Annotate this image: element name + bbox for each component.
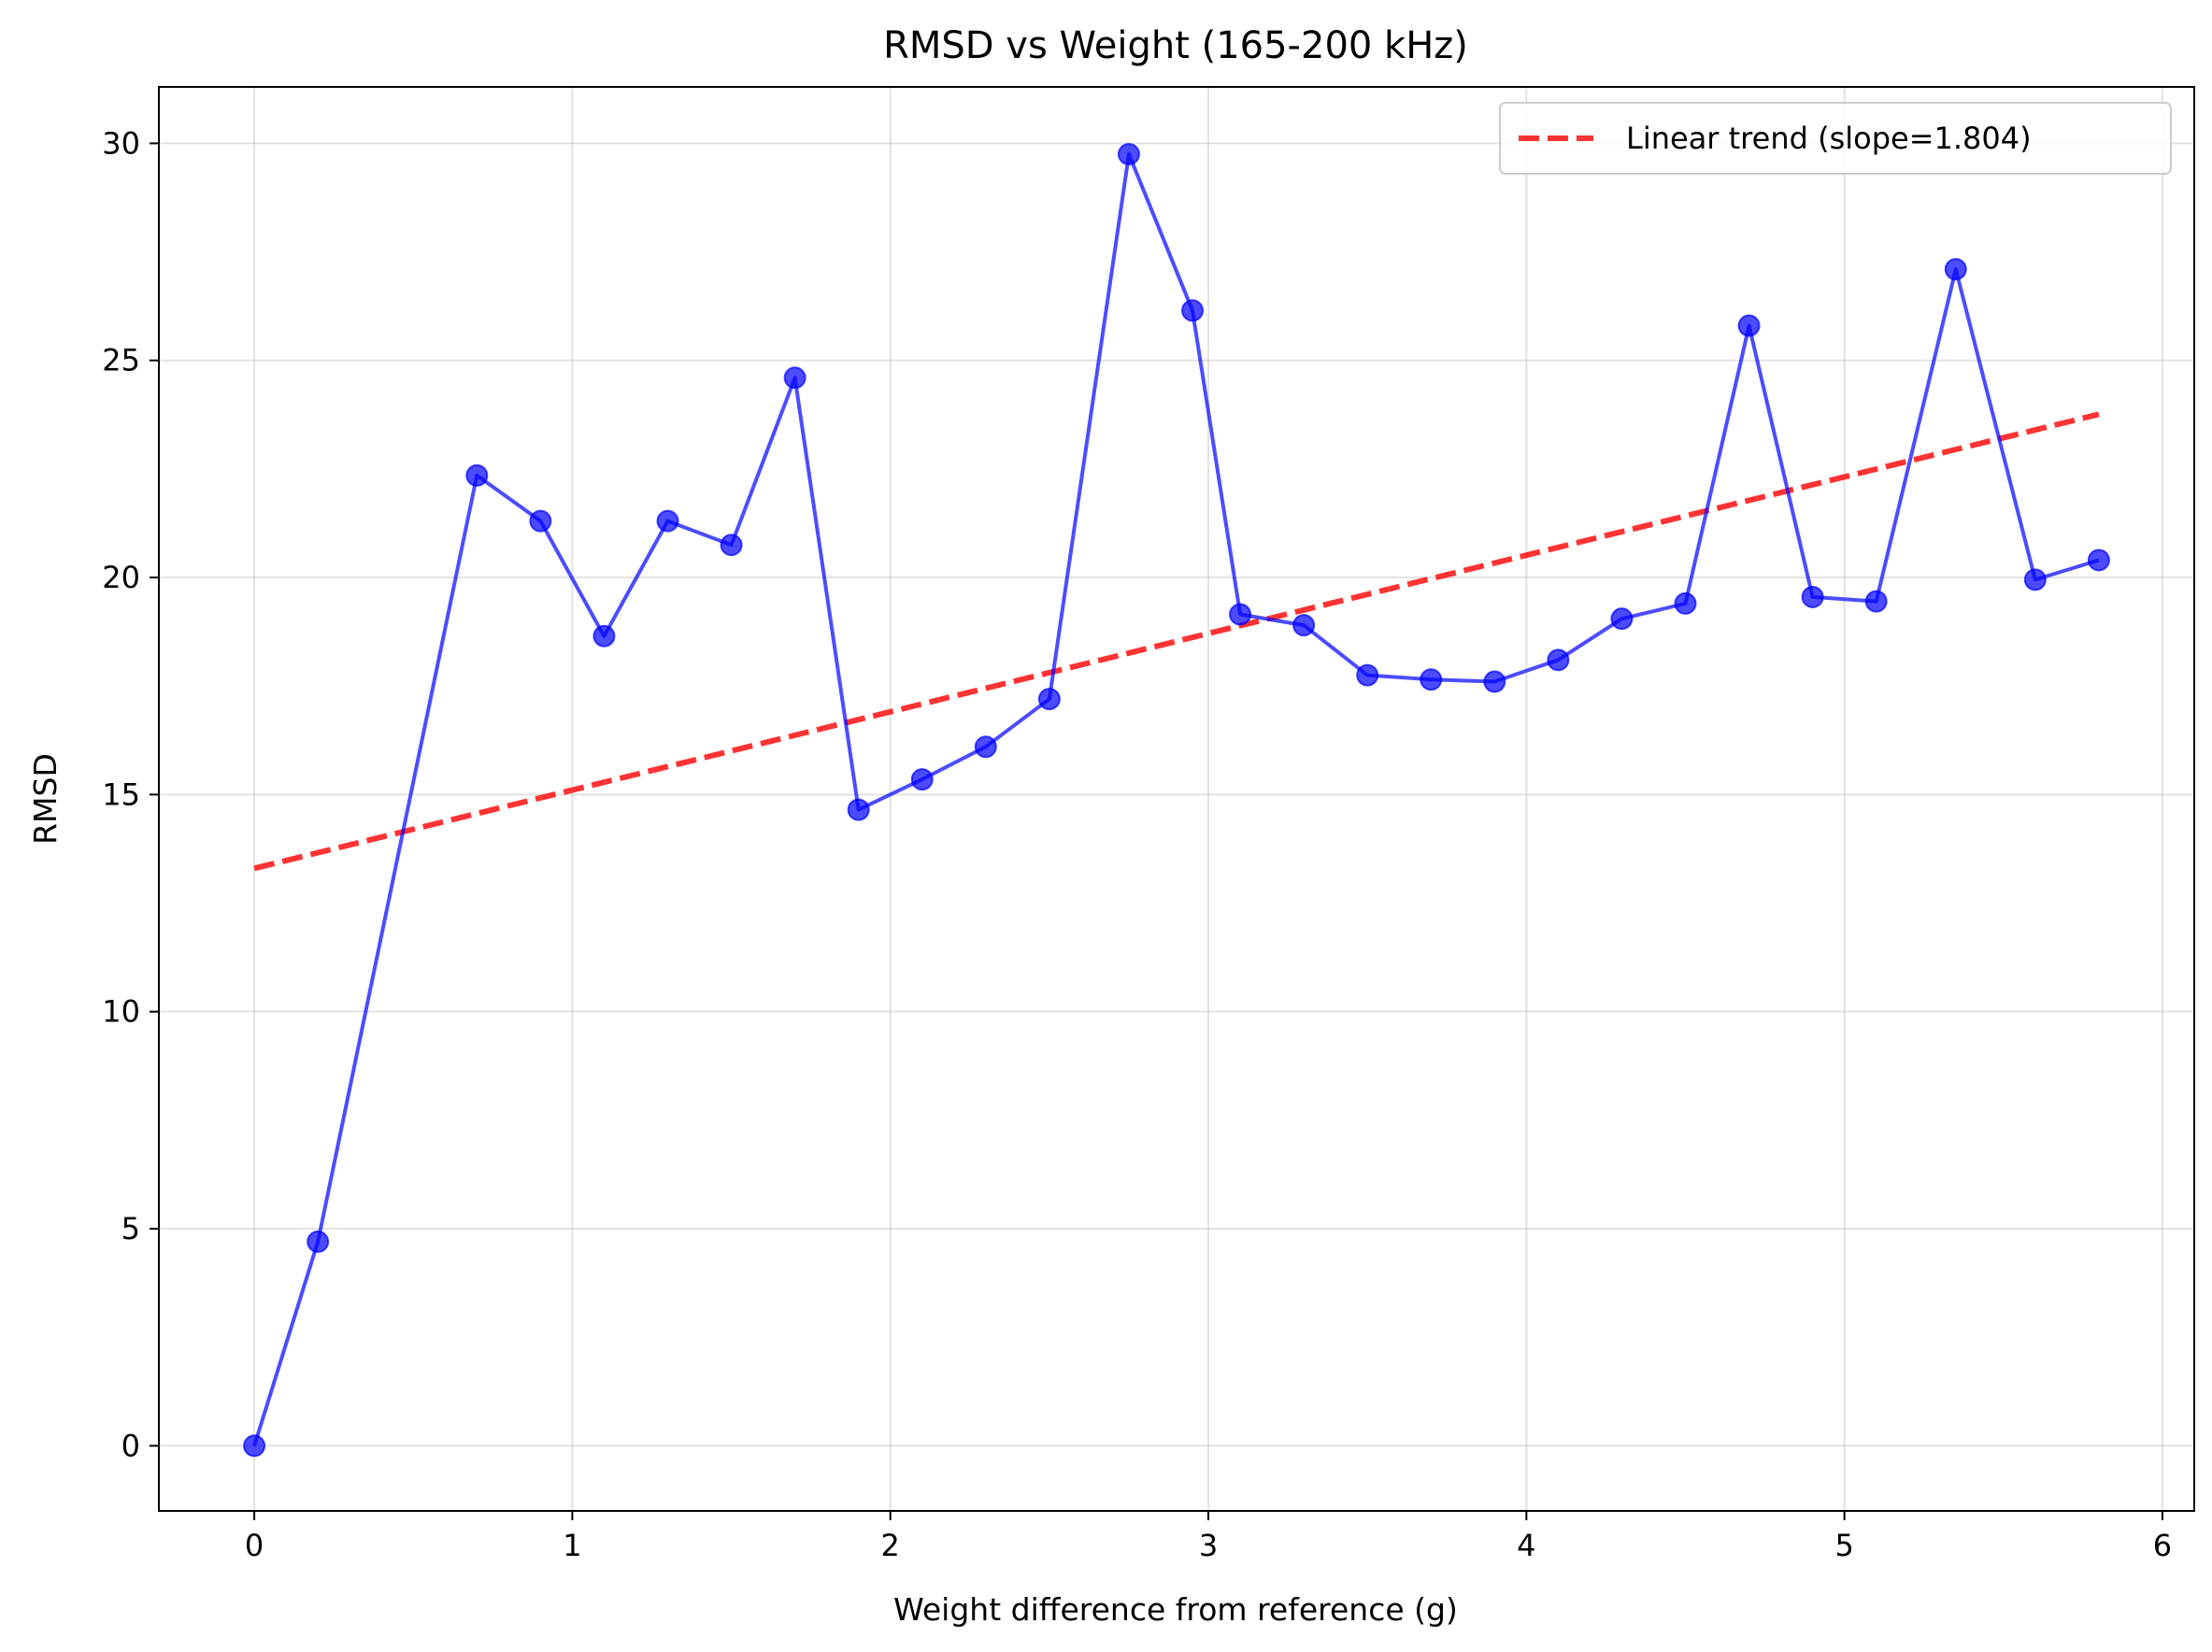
y-tick-label: 30 [102,125,140,161]
legend-box [1499,102,2172,175]
x-tick-label: 6 [2153,1528,2172,1563]
x-tick-label: 5 [1834,1528,1853,1563]
data-point [243,1434,266,1458]
x-tick-label: 1 [563,1528,581,1563]
data-point [656,509,679,533]
legend: Linear trend (slope=1.804) [1499,102,2172,175]
data-point [974,735,997,759]
x-tick-label: 0 [245,1528,264,1563]
data-point [1547,648,1570,672]
data-point [1944,258,1967,281]
data-point [1610,607,1634,631]
x-tick-label: 3 [1199,1528,1218,1563]
data-point [1674,591,1697,615]
grid [159,87,2194,1511]
data-point [592,624,616,648]
data-point [1356,663,1379,687]
series-line [252,152,2100,1446]
y-tick-label: 25 [102,343,140,378]
data-point [1483,670,1506,693]
series-layer [243,143,2110,1458]
data-point [1864,590,1888,613]
y-axis-ticks: 0 5 10 15 20 25 30 [102,125,159,1463]
data-point [465,463,489,487]
trend-line [253,411,2100,872]
y-tick-label: 15 [102,776,140,812]
data-point [1801,585,1824,608]
plot-frame [158,86,2195,1512]
data-point [1037,688,1061,711]
y-tick-label: 5 [121,1211,140,1246]
x-axis-label: Weight difference from reference (g) [893,1591,1458,1628]
x-axis-ticks: 0 1 2 3 4 5 6 [245,1511,2172,1563]
data-point [1737,314,1761,337]
data-point [307,1230,330,1253]
y-tick-label: 0 [121,1428,140,1463]
x-tick-label: 2 [881,1528,900,1563]
data-point [1229,603,1252,626]
data-point [529,509,552,533]
data-point [1292,614,1316,637]
data-point [783,366,806,390]
data-point [1420,668,1443,691]
data-point [1117,143,1140,166]
y-axis-label: RMSD [27,753,64,845]
data-point [910,768,934,791]
legend-trend-label: Linear trend (slope=1.804) [1626,121,2032,156]
x-tick-label: 4 [1517,1528,1535,1563]
chart-title: RMSD vs Weight (165-200 kHz) [883,24,1468,67]
data-point [1181,299,1205,322]
y-tick-label: 10 [102,994,140,1030]
trend-layer [253,411,2100,872]
data-point [2023,568,2047,591]
data-point [847,798,870,821]
y-tick-label: 20 [102,560,140,595]
data-point [2087,548,2110,572]
data-point [720,534,743,557]
